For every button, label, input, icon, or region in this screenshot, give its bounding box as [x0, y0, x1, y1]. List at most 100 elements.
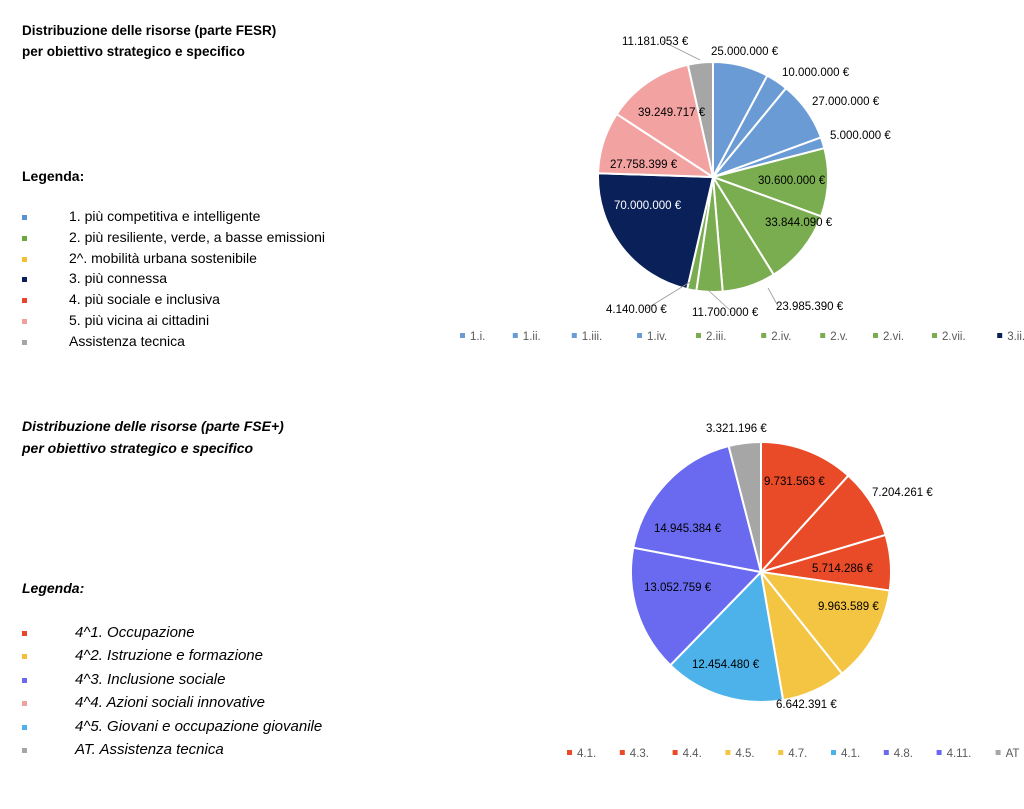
fesr-title-line1: Distribuzione delle risorse (parte FESR)	[22, 23, 277, 38]
legend-entry: 2.vii.	[942, 331, 966, 343]
legend-swatch	[22, 318, 27, 324]
legend-entry: 2.v.	[830, 331, 848, 343]
legend-entry: 2.iv.	[771, 331, 791, 343]
data-label: 14.945.384 €	[654, 523, 722, 535]
data-label: 5.714.286 €	[812, 563, 873, 575]
pie-slice	[760, 440, 850, 575]
legend-entry: 1.ii.	[523, 331, 541, 343]
leader-line	[707, 289, 733, 313]
legend-label: Assistenza tecnica	[69, 332, 185, 349]
legend-entry: 4.4.	[683, 748, 702, 760]
data-label: 12.454.480 €	[692, 659, 760, 671]
pie-slice	[597, 172, 715, 291]
data-label: 3.321.196 €	[706, 423, 767, 435]
legend-label: AT. Assistenza tecnica	[75, 740, 224, 758]
data-label: 10.000.000 €	[782, 67, 850, 79]
legend-swatch	[725, 750, 731, 755]
legend-label: 2^. mobilità urbana sostenibile	[69, 249, 257, 266]
legend-entry: 4.1.	[841, 748, 860, 760]
legend-entry: AT	[1006, 748, 1020, 760]
legend-swatch	[672, 750, 678, 755]
data-label: 25.000.000 €	[711, 46, 779, 58]
legend-swatch	[932, 333, 937, 338]
legend-swatch	[22, 631, 27, 636]
legend-swatch	[761, 333, 767, 338]
legend-entry: 1.i.	[470, 331, 485, 343]
legend-entry: 2.vi.	[883, 331, 904, 343]
legend-swatch	[778, 750, 784, 755]
data-label: 23.985.390 €	[776, 301, 844, 313]
data-label: 39.249.717 €	[638, 107, 706, 119]
data-label: 9.963.589 €	[818, 601, 879, 613]
legend-swatch	[619, 750, 625, 755]
legend-entry: 3.ii.	[1007, 331, 1024, 343]
data-label: 30.600.000 €	[758, 175, 826, 187]
leader-line	[645, 281, 691, 310]
legend-swatch	[997, 333, 1003, 338]
legend-entry: 4.7.	[788, 748, 807, 760]
data-label: 9.731.563 €	[764, 476, 825, 488]
legend-swatch	[22, 677, 27, 683]
legend-entry: 4.11.	[947, 748, 972, 760]
chart-legend: 4.1. 4.3. 4.4. 4.5. 4.7. 4.1. 4.8. 4.11. AT	[567, 748, 1019, 760]
pie-slice	[758, 570, 891, 676]
pie-slice	[686, 60, 714, 178]
legend-swatch	[995, 750, 1001, 755]
fse-legend-title: Legenda:	[22, 580, 85, 596]
data-label: 13.052.759 €	[644, 582, 712, 594]
fse-title-line2: per obiettivo strategico e specifico	[22, 440, 254, 456]
data-label: 11.700.000 €	[692, 307, 759, 319]
data-label: 4.140.000 €	[606, 304, 667, 316]
data-label: 70.000.000 €	[614, 200, 682, 212]
legend-entry: 4.3.	[630, 748, 649, 760]
legend-swatch	[512, 333, 518, 338]
fesr-title: Distribuzione delle risorse (parte FESR)…	[22, 20, 276, 62]
data-label: 27.000.000 €	[812, 96, 880, 108]
legend-label: 4^2. Istruzione e formazione	[75, 647, 263, 665]
legend-swatch	[22, 654, 27, 660]
legend-swatch	[883, 750, 889, 755]
legend-entry: 1.iv.	[647, 331, 667, 343]
legend-label: 5. più vicina ai cittadini	[69, 311, 210, 328]
legend-swatch	[637, 333, 642, 338]
legend-swatch	[567, 750, 572, 755]
data-label: 7.204.261 €	[872, 487, 933, 499]
legend-swatch	[831, 750, 836, 755]
fse-title-line1: Distribuzione delle risorse (parte FSE+)	[22, 418, 284, 434]
legend-swatch	[22, 277, 27, 283]
pie-slice	[615, 63, 715, 180]
legend-swatch	[22, 339, 27, 345]
legend-label: 1. più competitiva e intelligente	[69, 208, 261, 224]
pie-slice	[710, 175, 823, 277]
legend-label: 4. più sociale e inclusiva	[69, 291, 220, 308]
legend-swatch	[460, 333, 465, 338]
pie-chart-2: 9.731.563 € 7.204.261 € 5.714.286 € 9.963.5…	[567, 423, 1019, 760]
data-label: 27.758.399 €	[610, 159, 678, 171]
legend-swatch	[696, 333, 701, 338]
fesr-title-line2: per obiettivo strategico e specifico	[22, 44, 245, 59]
legend-label: 4^5. Giovani e occupazione giovanile	[75, 717, 323, 735]
legend-label: 3. più connessa	[69, 270, 168, 287]
fesr-legend-title: Legenda:	[22, 168, 85, 184]
legend-entry: 4.1.	[577, 748, 596, 760]
pie-slice	[632, 444, 763, 574]
data-label: 11.181.053 €	[622, 36, 689, 48]
chart-legend: 1.i. 1.ii. 1.iii. 1.iv. 2.iii. 2.iv. 2.v. 2.vi.…	[460, 331, 1024, 343]
pie-slice	[727, 440, 762, 573]
data-label: 6.642.391 €	[776, 699, 837, 711]
pie-chart-1: 25.000.000 €10.000.000 € 27.000.000 € 5.00…	[460, 36, 1024, 343]
legend-swatch	[936, 750, 942, 755]
legend-swatch	[571, 333, 577, 338]
legend-swatch	[22, 235, 27, 241]
data-label: 33.844.090 €	[765, 217, 833, 229]
legend-label: 4^1. Occupazione	[75, 624, 195, 641]
legend-entry: 1.iii.	[582, 331, 602, 343]
leader-line	[661, 40, 701, 61]
leader-line	[767, 287, 779, 307]
fse-title: Distribuzione delle risorse (parte FSE+)…	[22, 415, 284, 459]
legend-swatch	[22, 298, 27, 304]
pie-slice	[668, 569, 785, 703]
legend-swatch	[820, 333, 826, 338]
legend-swatch	[22, 747, 27, 753]
